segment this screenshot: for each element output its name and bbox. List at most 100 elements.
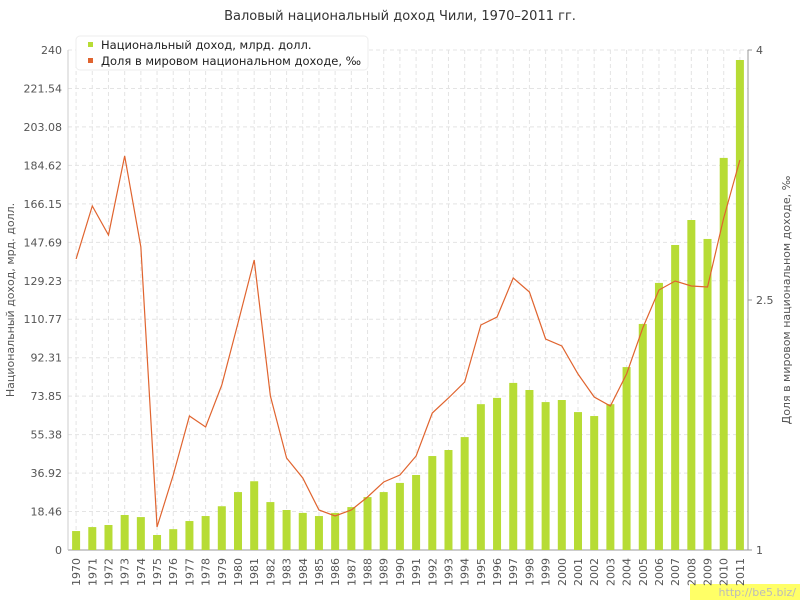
x-tick-label: 1979 [216, 558, 229, 586]
bar [687, 220, 696, 550]
bar [282, 510, 291, 550]
bar [88, 527, 97, 550]
bar [444, 450, 453, 550]
x-tick-label: 1986 [329, 558, 342, 586]
x-tick-label: 1995 [475, 558, 488, 586]
y-tick-label: 166.15 [24, 198, 63, 211]
x-tick-label: 1982 [264, 558, 277, 586]
bar [120, 515, 129, 550]
x-tick-label: 1981 [248, 558, 261, 586]
x-tick-label: 1999 [540, 558, 553, 586]
bar [460, 437, 469, 550]
bar [509, 382, 518, 550]
y-tick-label: 73.85 [31, 390, 63, 403]
x-tick-label: 1996 [491, 558, 504, 586]
x-tick-label: 2006 [653, 558, 666, 586]
bar [590, 416, 599, 550]
x-tick-label: 1998 [523, 558, 536, 586]
y2-tick-label: 4 [756, 44, 763, 57]
x-tick-label: 1973 [119, 558, 132, 586]
bar [574, 412, 582, 550]
y-tick-label: 55.38 [31, 429, 63, 442]
bar [314, 516, 323, 550]
x-tick-label: 2001 [572, 558, 585, 586]
x-tick-label: 2000 [556, 558, 569, 586]
legend-box [75, 35, 369, 71]
x-tick-label: 2005 [637, 558, 650, 586]
x-tick-label: 1971 [86, 558, 99, 586]
bar [185, 521, 194, 550]
y-tick-label: 129.23 [24, 275, 63, 288]
bar [363, 497, 372, 550]
y-tick-label: 110.77 [24, 313, 63, 326]
x-tick-label: 1991 [410, 558, 423, 586]
x-tick-label: 1987 [345, 558, 358, 586]
bar [622, 367, 631, 550]
bar [557, 400, 566, 550]
y-tick-label: 0 [55, 544, 62, 557]
y-tick-label: 240 [41, 44, 62, 57]
x-tick-label: 2004 [621, 558, 634, 586]
y-tick-label: 18.46 [31, 506, 63, 519]
bar [250, 481, 259, 550]
x-tick-label: 1980 [232, 558, 245, 586]
y-tick-label: 92.31 [31, 352, 63, 365]
bar [476, 404, 485, 550]
x-tick-label: 2009 [702, 558, 715, 586]
x-tick-label: 1974 [135, 558, 148, 586]
x-tick-label: 1972 [102, 558, 115, 586]
x-tick-label: 2003 [604, 558, 617, 586]
x-tick-label: 1984 [297, 558, 310, 586]
x-tick-label: 1988 [362, 558, 375, 586]
bar [395, 482, 404, 550]
bar [347, 507, 356, 550]
x-tick-label: 2007 [669, 558, 682, 586]
x-tick-label: 2011 [734, 558, 747, 586]
bar [136, 517, 145, 550]
y2-axis-label: Доля в мировом национальном доходе, ‰ [780, 175, 793, 424]
x-tick-label: 1977 [183, 558, 196, 586]
bar [217, 506, 226, 550]
x-tick-label: 1970 [70, 558, 83, 586]
chart-title: Валовый национальный доход Чили, 1970–20… [224, 9, 576, 24]
y2-tick-label: 1 [756, 544, 763, 557]
bar [331, 512, 340, 550]
y-tick-label: 36.92 [31, 467, 63, 480]
x-tick-label: 1990 [394, 558, 407, 586]
bar [493, 397, 502, 550]
bar [541, 402, 550, 550]
bar [379, 492, 388, 550]
legend-label: Национальный доход, млрд. долл. [101, 38, 311, 52]
x-tick-label: 1992 [426, 558, 439, 586]
x-tick-label: 2010 [718, 558, 731, 586]
bar [428, 456, 437, 550]
bar [201, 516, 210, 550]
watermark: http://be5.biz/ [719, 586, 797, 599]
bar [153, 535, 162, 550]
x-tick-label: 1997 [507, 558, 520, 586]
bar [525, 390, 534, 550]
x-tick-label: 1993 [442, 558, 455, 586]
x-tick-label: 1994 [459, 558, 472, 586]
y-tick-label: 203.08 [24, 121, 63, 134]
legend-swatch [88, 42, 93, 47]
x-tick-label: 1983 [281, 558, 294, 586]
line [75, 155, 741, 528]
bar [719, 157, 728, 550]
bar [266, 502, 275, 550]
bar [671, 245, 680, 550]
x-tick-label: 1989 [378, 558, 391, 586]
x-tick-label: 1976 [167, 558, 180, 586]
x-tick-label: 2002 [588, 558, 601, 586]
y-tick-label: 147.69 [24, 236, 63, 249]
legend-label: Доля в мировом национальном доходе, ‰ [101, 54, 361, 68]
bar [412, 475, 421, 550]
x-tick-label: 2008 [685, 558, 698, 586]
bar [638, 323, 647, 550]
bar [735, 60, 744, 550]
bar [298, 512, 307, 550]
watermark-bg [690, 584, 800, 600]
legend-swatch [88, 58, 93, 63]
y-axis-label: Национальный доход, мрд. долл. [4, 203, 17, 397]
